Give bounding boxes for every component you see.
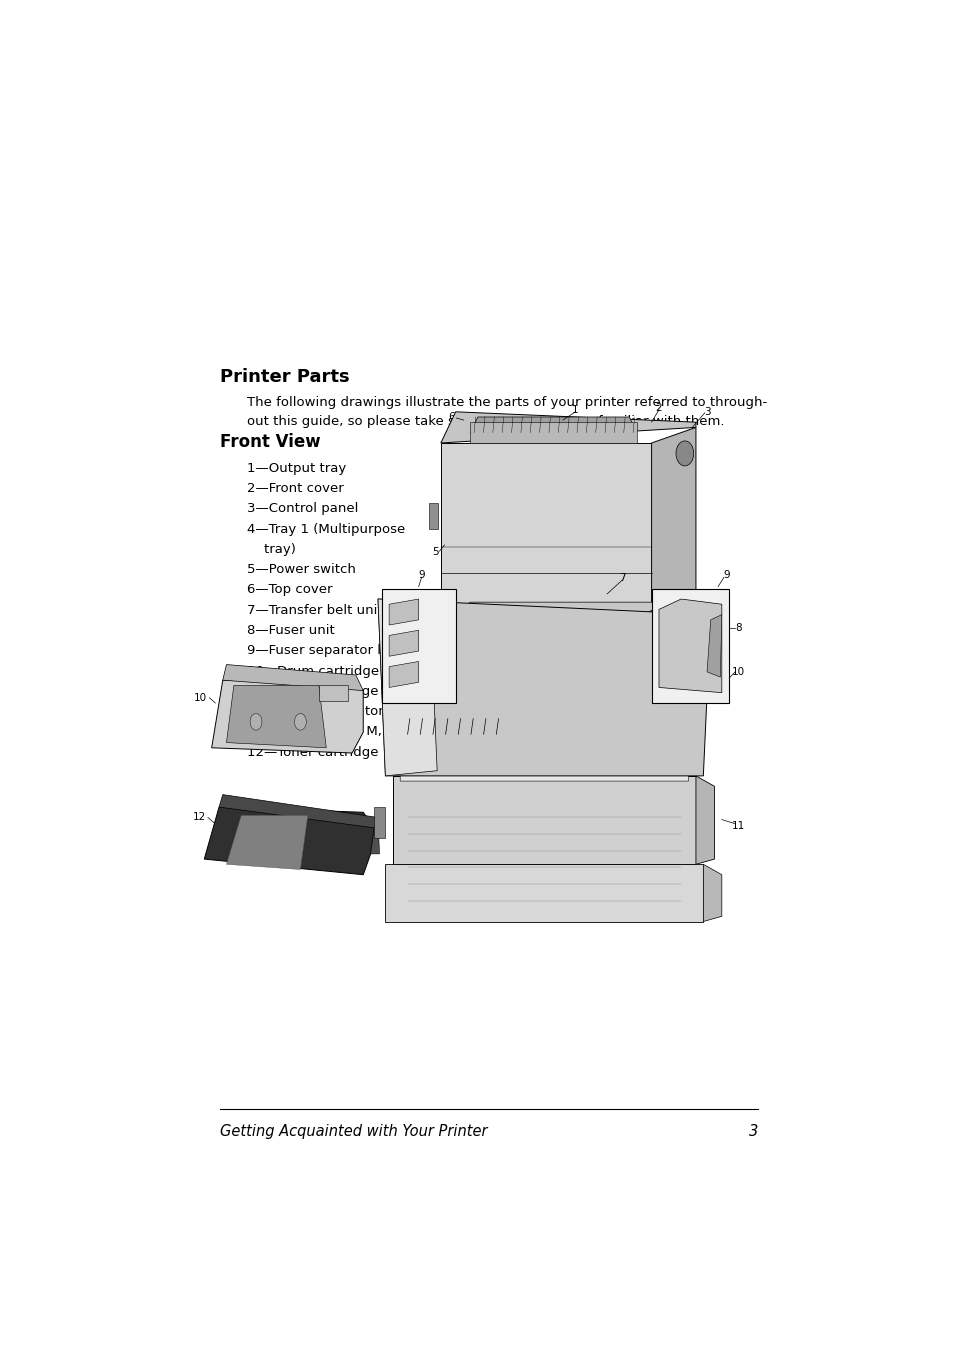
Polygon shape bbox=[219, 794, 377, 828]
Polygon shape bbox=[204, 807, 374, 874]
Polygon shape bbox=[470, 422, 637, 443]
Text: Printer Parts: Printer Parts bbox=[220, 367, 349, 386]
Polygon shape bbox=[393, 775, 696, 865]
Text: 4—Tray 1 (Multipurpose: 4—Tray 1 (Multipurpose bbox=[247, 523, 405, 535]
Polygon shape bbox=[659, 598, 721, 693]
Polygon shape bbox=[651, 427, 696, 615]
Polygon shape bbox=[222, 665, 363, 690]
Polygon shape bbox=[448, 615, 643, 693]
Text: 4: 4 bbox=[700, 596, 706, 607]
Text: 10—Drum cartridge: 10—Drum cartridge bbox=[247, 665, 379, 678]
Bar bbox=[429, 503, 437, 528]
Text: 8—Fuser unit: 8—Fuser unit bbox=[247, 624, 335, 638]
Bar bbox=[381, 589, 456, 703]
Circle shape bbox=[676, 440, 693, 466]
Text: 11—Toner cartridge carousel: 11—Toner cartridge carousel bbox=[247, 685, 438, 698]
Text: Front View: Front View bbox=[220, 432, 320, 451]
Polygon shape bbox=[400, 735, 688, 781]
Text: 8: 8 bbox=[735, 623, 741, 634]
Circle shape bbox=[294, 713, 306, 730]
Text: 7—Transfer belt unit: 7—Transfer belt unit bbox=[247, 604, 382, 616]
Polygon shape bbox=[377, 598, 436, 775]
Text: 9: 9 bbox=[723, 570, 730, 580]
Bar bbox=[374, 807, 385, 838]
Polygon shape bbox=[226, 685, 326, 748]
Text: cartridges: C, M, Y and K): cartridges: C, M, Y and K) bbox=[247, 725, 441, 739]
Polygon shape bbox=[470, 417, 637, 432]
Polygon shape bbox=[702, 865, 721, 921]
Circle shape bbox=[250, 713, 262, 730]
Text: 6: 6 bbox=[448, 412, 455, 422]
Text: 3—Control panel: 3—Control panel bbox=[247, 503, 358, 515]
Text: Getting Acquainted with Your Printer: Getting Acquainted with Your Printer bbox=[220, 1124, 487, 1139]
Text: 6—Top cover: 6—Top cover bbox=[247, 584, 333, 596]
Text: 5: 5 bbox=[432, 547, 438, 557]
Text: 9—Fuser separator levers: 9—Fuser separator levers bbox=[247, 644, 417, 658]
Text: 1: 1 bbox=[572, 405, 578, 415]
Polygon shape bbox=[448, 603, 665, 615]
Polygon shape bbox=[440, 412, 696, 443]
Text: 9: 9 bbox=[418, 570, 424, 580]
Polygon shape bbox=[389, 598, 418, 626]
Text: 10: 10 bbox=[732, 667, 744, 677]
Text: out this guide, so please take some time to become familiar with them.: out this guide, so please take some time… bbox=[247, 415, 724, 428]
Text: 12: 12 bbox=[193, 812, 206, 823]
Text: 2—Front cover: 2—Front cover bbox=[247, 482, 343, 494]
Text: 7: 7 bbox=[618, 573, 624, 584]
Polygon shape bbox=[389, 630, 418, 657]
Text: 3: 3 bbox=[703, 407, 710, 417]
Polygon shape bbox=[389, 662, 418, 688]
Text: The following drawings illustrate the parts of your printer referred to through-: The following drawings illustrate the pa… bbox=[247, 396, 766, 409]
Polygon shape bbox=[643, 603, 665, 693]
Text: 3: 3 bbox=[748, 1124, 757, 1139]
Text: 10: 10 bbox=[193, 693, 207, 703]
Polygon shape bbox=[440, 443, 651, 615]
Polygon shape bbox=[385, 865, 702, 921]
Text: (containing 4 toner: (containing 4 toner bbox=[247, 705, 400, 719]
Polygon shape bbox=[696, 775, 714, 865]
Text: tray): tray) bbox=[247, 543, 295, 555]
Text: 12—Toner cartridge: 12—Toner cartridge bbox=[247, 746, 378, 759]
Bar bbox=[318, 685, 348, 701]
Text: 1—Output tray: 1—Output tray bbox=[247, 462, 346, 474]
Polygon shape bbox=[706, 615, 721, 677]
Bar bbox=[651, 589, 728, 703]
Text: 11: 11 bbox=[732, 821, 744, 831]
Polygon shape bbox=[212, 680, 363, 753]
Text: 2: 2 bbox=[655, 403, 661, 412]
Polygon shape bbox=[226, 816, 308, 870]
Polygon shape bbox=[377, 598, 710, 775]
Polygon shape bbox=[370, 817, 379, 854]
Text: 5—Power switch: 5—Power switch bbox=[247, 563, 355, 576]
